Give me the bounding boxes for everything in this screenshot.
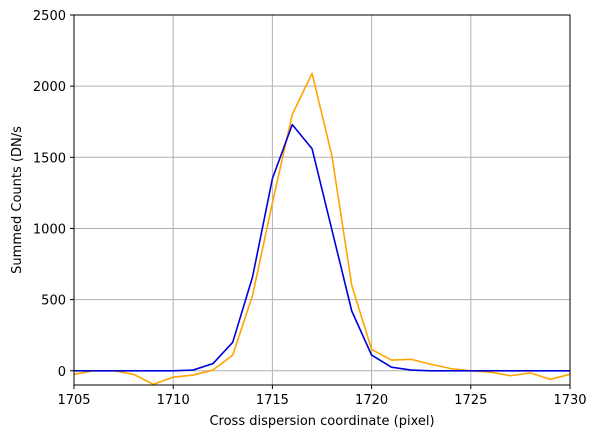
y-tick-label: 2500 [33, 9, 66, 24]
grid [73, 14, 571, 385]
x-tick-label: 1720 [355, 393, 388, 408]
x-tick-label: 1725 [454, 393, 487, 408]
x-tick-label: 1710 [157, 393, 190, 408]
x-tick-label: 1715 [256, 393, 289, 408]
y-axis-label: Summed Counts (DN/s [10, 126, 25, 274]
y-tick-label: 2000 [33, 80, 66, 95]
plot-frame [73, 14, 571, 386]
series-group [73, 72, 571, 386]
x-tick-label: 1705 [57, 393, 90, 408]
y-tick-label: 1500 [33, 151, 66, 166]
x-axis-label: Cross dispersion coordinate (pixel) [209, 414, 434, 429]
series-line-2 [74, 123, 570, 372]
y-tick-label: 500 [41, 294, 66, 309]
y-tick-label: 0 [58, 365, 66, 380]
tick-group: 1705 1710 1715 1720 1725 1730 0 500 1000 1500 2000… [33, 9, 587, 408]
x-tick-label: 1730 [553, 393, 586, 408]
series-line-1 [73, 72, 571, 386]
y-tick-label: 1000 [33, 222, 66, 237]
